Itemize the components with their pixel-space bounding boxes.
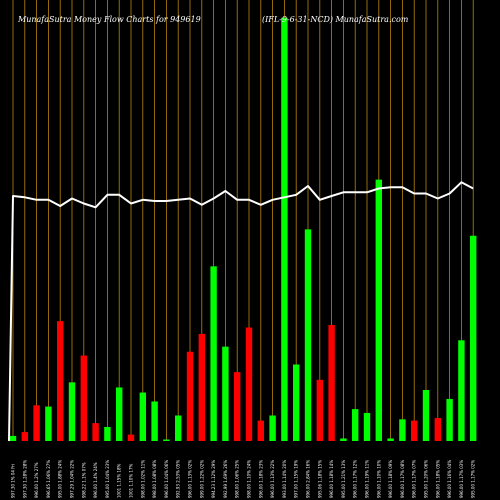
x-tick-label: 996.00 1.16% 04% <box>447 460 452 498</box>
bar-up <box>352 409 359 441</box>
bar-down <box>186 351 194 441</box>
bar-down <box>257 420 264 441</box>
x-tick-label: 996.00 1.17% 12% <box>353 460 358 498</box>
x-tick-label: 996.00 1.13% 22% <box>270 460 275 498</box>
x-tick-label: 992.93 2.53% 05% <box>176 460 181 498</box>
bar-up <box>446 398 453 441</box>
bar-down <box>434 418 441 441</box>
bar-down <box>411 420 418 441</box>
x-tick-label: 996.00 1.17% 07% <box>412 460 417 498</box>
bar-down <box>245 327 253 441</box>
bar-up <box>293 364 300 441</box>
bar-down <box>57 321 64 441</box>
money-flow-line <box>8 181 474 442</box>
chart-title-right: (IFL-9-6-31-NCD) MunafaSutra.com <box>262 15 409 24</box>
x-tick-label: 995.00 1.88% 24% <box>58 460 63 498</box>
x-tick-label: 996.00 1.18% 14% <box>329 460 334 498</box>
x-tick-label: 996.00 1.04% 06% <box>164 460 169 498</box>
x-tick-labels: 997.30 1% 04 Fri 997.30 1.28% 28% 996.00 1… <box>11 460 476 498</box>
x-tick-label: 996.00 1.18% 05% <box>435 460 440 498</box>
x-tick-label: 998.00 1.02% 11% <box>140 460 145 498</box>
x-tick-label: 998.22 1.1% 07% <box>81 462 86 498</box>
bar-down <box>316 379 323 441</box>
bar-up <box>387 438 394 441</box>
x-tick-label: 996.00 1.13% 02% <box>188 460 193 498</box>
bar-up <box>68 382 76 441</box>
x-tick-label: 996.00 1.17% 03% <box>459 460 464 498</box>
x-tick-label: 995.00 1.17% 02% <box>471 460 476 498</box>
x-tick-label: 996.00 1.10% 10% <box>376 460 381 498</box>
bar-up <box>281 17 288 441</box>
x-tick-label: 997.00 1.15% 19% <box>294 460 299 498</box>
x-tick-label: 996.00 1.18% 09% <box>388 460 393 498</box>
bar-up <box>175 415 182 441</box>
bar-up <box>104 426 111 441</box>
x-tick-label: 996.00 1.17% 08% <box>400 460 405 498</box>
bar-down <box>328 324 335 441</box>
x-tick-label: 1001 1.15% 18% <box>117 463 122 498</box>
bar-up <box>151 401 158 441</box>
bar-up <box>222 346 229 441</box>
x-tick-label: 993.00 1.14% 20% <box>282 460 287 498</box>
bar-up <box>210 266 217 441</box>
bar-down <box>127 434 135 441</box>
x-tick-label: 995.00 1.20% 06% <box>424 460 429 498</box>
x-tick-label: 996.00 1.18% 23% <box>258 460 263 498</box>
bar-up <box>470 235 477 441</box>
bar-up <box>422 390 430 441</box>
bar-down <box>80 355 87 441</box>
bar-up <box>139 392 146 441</box>
bar-up <box>304 229 312 441</box>
bar-up <box>340 438 347 441</box>
bar-up <box>45 406 52 441</box>
bar-up <box>399 419 406 441</box>
x-tick-label: 998.00 1.08% 08% <box>152 460 157 498</box>
x-tick-label: 995.00 1.04% 23% <box>105 460 110 498</box>
bar-up <box>269 415 276 441</box>
x-tick-label: 992.99 1.69% 26% <box>223 460 228 498</box>
x-tick-label: 997.30 1% 04 Fri <box>11 464 16 498</box>
x-tick-label: 999.00 1.22% 02% <box>199 460 204 498</box>
bar-up <box>458 340 465 441</box>
bar-up <box>163 439 170 441</box>
x-tick-label: 995.00 1.21% 13% <box>341 460 346 498</box>
gridlines <box>12 0 474 441</box>
bar-up <box>9 435 17 441</box>
bar-up <box>375 179 382 441</box>
bar-down <box>234 372 241 441</box>
bar-up <box>363 412 371 441</box>
x-tick-label: 997.30 1.28% 28% <box>22 460 27 498</box>
x-tick-label: 996.00 1.19% 11% <box>365 460 370 498</box>
x-tick-label: 996.00 1.2% 27% <box>34 462 39 498</box>
x-tick-label: 1001 1.10% 17% <box>129 463 134 498</box>
bar-down <box>92 423 99 441</box>
x-tick-label: 996.00 2.84% 16% <box>306 460 311 498</box>
x-tick-label: 998.00 1.06% 25% <box>235 460 240 498</box>
bars <box>9 17 477 441</box>
x-tick-label: 995.06 1.18% 15% <box>317 460 322 498</box>
chart-title-left: MunafaSutra Money Flow Charts for 949619 <box>17 15 201 24</box>
bar-up <box>116 387 123 441</box>
x-tick-label: 996.00 1.4% 24% <box>93 462 98 498</box>
x-tick-label: 997.29 1.04% 22% <box>70 460 75 498</box>
x-tick-label: 996.65 1.06% 27% <box>46 460 51 498</box>
x-tick-label: 994.23 1.12% 29% <box>211 460 216 498</box>
bar-down <box>33 405 40 441</box>
bar-down <box>198 333 205 441</box>
bar-down <box>21 432 28 441</box>
x-tick-label: 998.00 1.10% 24% <box>247 460 252 498</box>
